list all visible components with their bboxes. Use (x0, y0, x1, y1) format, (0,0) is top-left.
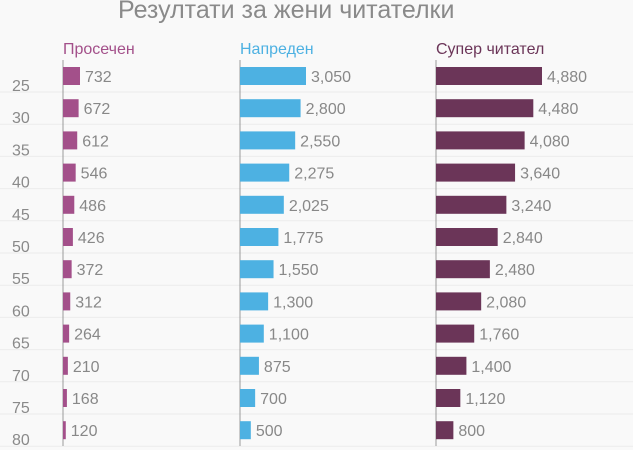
data-label: 546 (81, 166, 108, 183)
data-label: 800 (458, 423, 485, 440)
category-label: 80 (12, 432, 30, 449)
bar (240, 324, 264, 343)
bar (240, 356, 259, 375)
bar (436, 324, 475, 343)
data-label: 2,025 (289, 198, 329, 215)
bar (240, 421, 251, 440)
data-label: 732 (85, 69, 112, 86)
bar (240, 99, 301, 118)
bar (436, 389, 461, 407)
bar (63, 389, 67, 407)
bar (240, 389, 256, 407)
bar (436, 163, 516, 182)
data-label: 1,400 (471, 359, 511, 376)
data-label: 2,480 (495, 262, 535, 279)
data-label: 168 (72, 391, 99, 408)
bar (63, 356, 68, 375)
bar (63, 131, 78, 150)
category-label: 65 (12, 336, 30, 353)
series-header: Напреден (240, 41, 314, 58)
data-label: 4,880 (547, 69, 587, 86)
category-label: 35 (12, 142, 30, 159)
bar (63, 292, 71, 311)
data-label: 486 (79, 198, 106, 215)
data-label: 700 (260, 391, 287, 408)
data-label: 312 (75, 294, 102, 311)
category-label: 55 (12, 271, 30, 288)
series-header: Просечен (63, 41, 135, 58)
bar (63, 421, 66, 440)
bar (63, 324, 70, 343)
bar (436, 228, 498, 246)
data-label: 1,775 (283, 230, 323, 247)
bar (63, 163, 76, 182)
data-label: 2,840 (503, 230, 543, 247)
category-label: 70 (12, 368, 30, 385)
bar (436, 356, 467, 375)
data-label: 1,550 (279, 262, 319, 279)
bar (436, 195, 507, 214)
bar (63, 99, 79, 118)
data-label: 1,300 (273, 294, 313, 311)
bar (436, 99, 534, 118)
bar (436, 421, 454, 440)
bar (436, 131, 525, 150)
bar (240, 195, 284, 214)
data-label: 3,050 (311, 69, 351, 86)
bar (63, 260, 72, 279)
bar (240, 260, 274, 279)
data-label: 120 (71, 423, 98, 440)
category-label: 75 (12, 400, 30, 417)
series-header: Супер читател (436, 41, 544, 58)
data-label: 264 (74, 327, 101, 344)
data-label: 3,240 (511, 198, 551, 215)
bar (240, 292, 269, 311)
data-label: 4,480 (538, 101, 578, 118)
data-label: 1,760 (479, 327, 519, 344)
data-label: 500 (256, 423, 283, 440)
bar (240, 67, 306, 85)
data-label: 2,080 (486, 294, 526, 311)
bar (240, 131, 296, 150)
bar (63, 195, 75, 214)
data-label: 672 (84, 101, 111, 118)
data-label: 1,120 (465, 391, 505, 408)
data-label: 875 (264, 359, 291, 376)
category-label: 30 (12, 110, 30, 127)
bar (63, 67, 80, 85)
data-label: 1,100 (269, 327, 309, 344)
data-label: 612 (82, 133, 109, 150)
data-label: 3,640 (520, 166, 560, 183)
category-label: 50 (12, 239, 30, 256)
data-label: 4,080 (530, 133, 570, 150)
category-label: 25 (12, 78, 30, 95)
bar (436, 67, 542, 85)
bar (436, 292, 482, 311)
category-label: 45 (12, 207, 30, 224)
data-label: 210 (73, 359, 100, 376)
bar (63, 228, 73, 246)
category-label: 40 (12, 175, 30, 192)
bar (436, 260, 490, 279)
data-label: 2,275 (294, 166, 334, 183)
bar (240, 163, 290, 182)
chart-title: Резултати за жени читателки (118, 0, 455, 24)
data-label: 426 (78, 230, 105, 247)
data-label: 2,550 (300, 133, 340, 150)
data-label: 372 (77, 262, 104, 279)
data-label: 2,800 (306, 101, 346, 118)
category-label: 60 (12, 303, 30, 320)
bar (240, 228, 279, 246)
